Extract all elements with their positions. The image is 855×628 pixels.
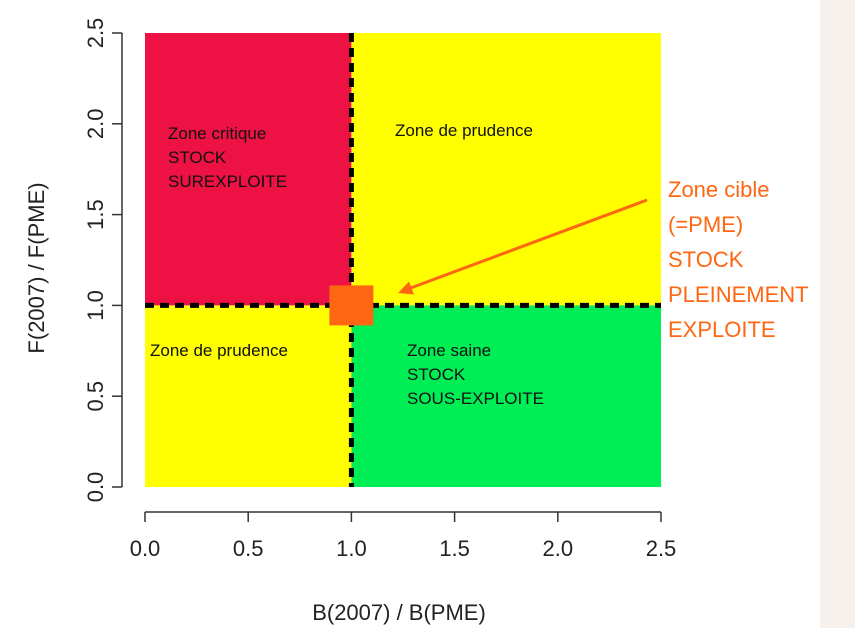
zone-critique-rect	[145, 33, 352, 306]
zone-saine-rect	[351, 305, 661, 487]
y-tick-label: 0.5	[83, 381, 108, 412]
y-tick-label: 0.0	[83, 472, 108, 503]
y-axis-title: F(2007) / F(PME)	[24, 182, 49, 353]
x-tick-label: 0.0	[130, 536, 161, 561]
y-tick-label: 1.5	[83, 199, 108, 230]
target-label-line: EXPLOITE	[668, 317, 776, 342]
target-zone-square	[329, 285, 374, 326]
x-tick-label: 2.5	[646, 536, 677, 561]
x-tick-label: 1.0	[336, 536, 367, 561]
x-tick-label: 0.5	[233, 536, 264, 561]
target-label-line: Zone cible	[668, 177, 770, 202]
zone-saine-label-line: SOUS-EXPLOITE	[407, 389, 544, 408]
y-tick-label: 1.0	[83, 290, 108, 321]
zone-prudence-upper-rect	[351, 33, 661, 306]
zone-saine-label-line: Zone saine	[407, 341, 491, 360]
zone-prudence-lower-rect	[145, 305, 352, 487]
y-tick-label: 2.5	[83, 18, 108, 49]
x-tick-label: 2.0	[543, 536, 574, 561]
target-label-line: (=PME)	[668, 212, 743, 237]
background-strip	[820, 0, 855, 628]
zone-prudence-lower-label-line: Zone de prudence	[150, 341, 288, 360]
zone-saine-label-line: STOCK	[407, 365, 466, 384]
y-tick-label: 2.0	[83, 109, 108, 140]
target-arrow-head	[398, 281, 414, 295]
target-arrow-shaft	[407, 198, 648, 291]
target-label-line: STOCK	[668, 247, 744, 272]
zone-prudence-upper-label-line: Zone de prudence	[395, 121, 533, 140]
target-label-line: PLEINEMENT	[668, 282, 809, 307]
x-tick-label: 1.5	[439, 536, 470, 561]
x-axis-title: B(2007) / B(PME)	[312, 600, 486, 625]
zone-critique-label-line: Zone critique	[168, 124, 266, 143]
zone-critique-label-line: STOCK	[168, 148, 227, 167]
zone-critique-label-line: SUREXPLOITE	[168, 172, 287, 191]
